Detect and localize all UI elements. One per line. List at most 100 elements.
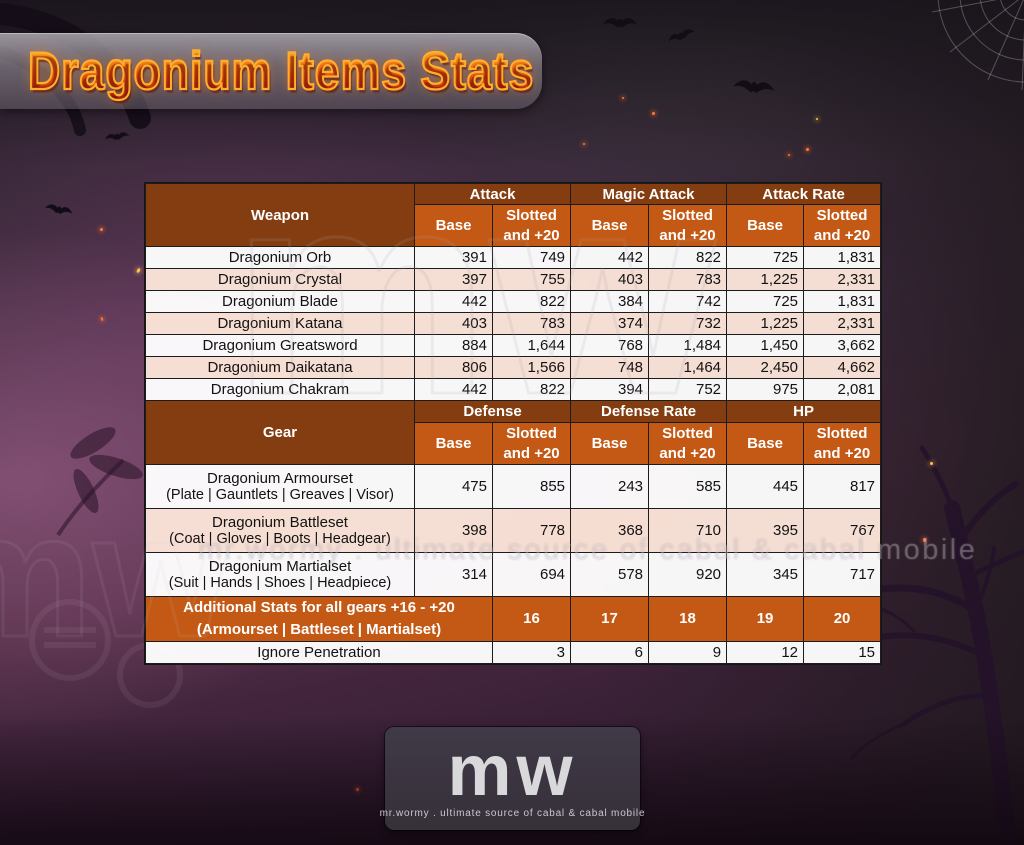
gear-name-cell: Dragonium Armourset (Plate | Gauntlets |… <box>145 464 415 509</box>
stat-cell: 1,225 <box>726 312 805 335</box>
gear-section-header: Gear <box>145 400 415 465</box>
sub-header-base: Base <box>414 204 493 247</box>
gear-pieces: (Suit | Hands | Shoes | Headpiece) <box>168 575 392 591</box>
stat-cell: 817 <box>803 464 882 509</box>
stat-cell: 2,331 <box>803 312 882 335</box>
stat-cell: 578 <box>570 552 650 597</box>
sub-header-slotted: Slotted and +20 <box>491 422 572 465</box>
stat-cell: 767 <box>803 508 882 553</box>
weapon-name: Dragonium Orb <box>145 246 415 269</box>
stat-cell: 345 <box>726 552 805 597</box>
stat-cell: 2,081 <box>803 378 882 401</box>
additional-stats-header: Additional Stats for all gears +16 - +20… <box>145 596 493 642</box>
table-row: Dragonium Daikatana 806 1,566 748 1,464 … <box>145 356 882 379</box>
plus-level-header: 18 <box>648 596 728 642</box>
additional-stats-line2: (Armourset | Battleset | Martialset) <box>196 620 442 638</box>
stat-cell: 374 <box>570 312 650 335</box>
dragonium-stats-table: Weapon Attack Magic Attack Attack Rate B… <box>143 182 883 665</box>
stat-cell: 1,225 <box>726 268 805 291</box>
mrwormy-logo: mw mr.wormy . ultimate source of cabal &… <box>380 727 645 830</box>
sub-header-slotted: Slotted and +20 <box>803 204 882 247</box>
stat-cell: 749 <box>491 246 572 269</box>
stat-cell: 884 <box>414 334 493 357</box>
title-banner: Dragonium Items Stats <box>0 33 542 109</box>
ignore-penetration-label: Ignore Penetration <box>145 640 493 664</box>
gear-name-cell: Dragonium Martialset (Suit | Hands | Sho… <box>145 552 415 597</box>
stat-cell: 783 <box>491 312 572 335</box>
stat-cell: 585 <box>648 464 728 509</box>
logo-tagline: mr.wormy . ultimate source of cabal & ca… <box>379 808 646 820</box>
hp-group-header: HP <box>726 400 882 423</box>
stat-cell: 806 <box>414 356 493 379</box>
stat-cell: 748 <box>570 356 650 379</box>
table-row: Dragonium Blade 442 822 384 742 725 1,83… <box>145 290 882 313</box>
table-row: Dragonium Orb 391 749 442 822 725 1,831 <box>145 246 882 269</box>
stat-cell: 442 <box>414 378 493 401</box>
stat-cell: 752 <box>648 378 728 401</box>
page-title: Dragonium Items Stats <box>27 40 535 102</box>
weapon-name: Dragonium Crystal <box>145 268 415 291</box>
gear-name: Dragonium Armourset <box>207 470 353 487</box>
weapon-name: Dragonium Daikatana <box>145 356 415 379</box>
plus-level-header: 17 <box>570 596 650 642</box>
stat-cell: 1,831 <box>803 246 882 269</box>
magic-attack-group-header: Magic Attack <box>570 183 728 205</box>
stat-cell: 725 <box>726 246 805 269</box>
stat-cell: 3,662 <box>803 334 882 357</box>
defense-rate-group-header: Defense Rate <box>570 400 728 423</box>
sub-header-base: Base <box>726 204 805 247</box>
attack-group-header: Attack <box>413 183 572 205</box>
stat-cell: 398 <box>414 508 493 553</box>
sub-header-base: Base <box>570 422 650 465</box>
weapon-name: Dragonium Chakram <box>145 378 415 401</box>
stat-cell: 2,331 <box>803 268 882 291</box>
stat-cell: 755 <box>491 268 572 291</box>
table-row: Dragonium Greatsword 884 1,644 768 1,484… <box>145 334 882 357</box>
stat-cell: 717 <box>803 552 882 597</box>
stat-cell: 822 <box>491 378 572 401</box>
stat-cell: 1,566 <box>491 356 572 379</box>
gear-name: Dragonium Martialset <box>208 558 352 575</box>
table-row: Dragonium Armourset (Plate | Gauntlets |… <box>145 464 882 509</box>
stat-cell: 975 <box>726 378 805 401</box>
stat-cell: 742 <box>648 290 728 313</box>
defense-group-header: Defense <box>413 400 572 423</box>
stat-cell: 243 <box>570 464 650 509</box>
sub-header-slotted: Slotted and +20 <box>491 204 572 247</box>
stat-cell: 732 <box>648 312 728 335</box>
stat-cell: 475 <box>414 464 493 509</box>
stat-cell: 920 <box>648 552 728 597</box>
stat-cell: 6 <box>570 640 650 664</box>
stat-cell: 822 <box>648 246 728 269</box>
stat-cell: 3 <box>491 640 572 664</box>
additional-stats-line1: Additional Stats for all gears +16 - +20 <box>183 599 455 616</box>
mw-logo-mark: mw <box>447 730 578 811</box>
table-row: Dragonium Battleset (Coat | Gloves | Boo… <box>145 508 882 553</box>
gear-pieces: (Coat | Gloves | Boots | Headgear) <box>169 531 391 547</box>
gear-name: Dragonium Battleset <box>212 514 348 531</box>
stat-cell: 1,450 <box>726 334 805 357</box>
stat-cell: 783 <box>648 268 728 291</box>
stat-cell: 394 <box>570 378 650 401</box>
stats-table-container: Weapon Attack Magic Attack Attack Rate B… <box>143 182 883 665</box>
stat-cell: 1,484 <box>648 334 728 357</box>
stat-cell: 391 <box>414 246 493 269</box>
stat-cell: 403 <box>570 268 650 291</box>
stat-cell: 855 <box>491 464 572 509</box>
stat-cell: 15 <box>803 640 882 664</box>
stat-cell: 1,831 <box>803 290 882 313</box>
table-row: Dragonium Katana 403 783 374 732 1,225 2… <box>145 312 882 335</box>
plus-level-header: 20 <box>803 596 882 642</box>
stat-cell: 694 <box>491 552 572 597</box>
stat-cell: 9 <box>648 640 728 664</box>
sub-header-base: Base <box>570 204 650 247</box>
stat-cell: 397 <box>414 268 493 291</box>
stat-cell: 822 <box>491 290 572 313</box>
stat-cell: 314 <box>414 552 493 597</box>
table-row: Dragonium Crystal 397 755 403 783 1,225 … <box>145 268 882 291</box>
stat-cell: 2,450 <box>726 356 805 379</box>
weapon-name: Dragonium Blade <box>145 290 415 313</box>
stat-cell: 4,662 <box>803 356 882 379</box>
sub-header-base: Base <box>414 422 493 465</box>
plus-level-header: 19 <box>726 596 805 642</box>
